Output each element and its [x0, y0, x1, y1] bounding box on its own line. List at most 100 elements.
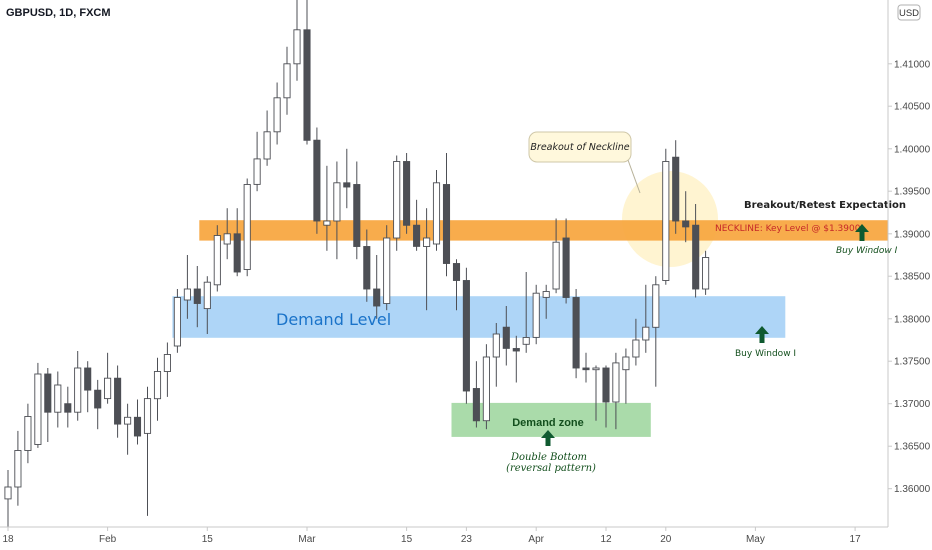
candle-body-bullish: [213, 235, 221, 286]
candle-body-bullish: [642, 326, 650, 341]
candle-body-bearish: [343, 182, 351, 188]
x-tick-label: 23: [461, 534, 473, 545]
demand-level-label: Demand Level: [276, 310, 391, 329]
candle-body-bearish: [373, 288, 381, 307]
candle: [303, 0, 311, 145]
candle: [44, 368, 52, 442]
candle-body-bullish: [153, 371, 162, 400]
candle: [343, 148, 351, 209]
candle-body-bullish: [432, 182, 441, 245]
candle-body-bearish: [672, 156, 680, 222]
y-tick-label: 1.36500: [894, 442, 931, 453]
candle: [203, 276, 211, 334]
x-tick-labels: 18 Feb 15 Mar 15 23 Apr 12 20 May 17: [2, 527, 861, 545]
candle: [74, 351, 82, 421]
neckline-label: NECKLINE: Key Level @ $1.3900: [715, 224, 861, 234]
candle: [542, 284, 550, 319]
candle: [54, 371, 62, 428]
y-tick-label: 1.37500: [894, 357, 931, 368]
candle-body-bullish: [552, 241, 560, 290]
candle-body-bearish: [363, 246, 371, 290]
y-tick-label: 1.38000: [894, 314, 931, 325]
candle: [283, 46, 291, 115]
candle-body-bearish: [133, 416, 142, 437]
annotation-layer: Demand Level Demand zone Double Bottom (…: [276, 131, 906, 474]
candle-body-bearish: [313, 139, 321, 222]
candle-body-bullish: [662, 161, 670, 281]
x-tick-label: 12: [600, 534, 612, 545]
candle-body-bullish: [243, 184, 251, 270]
candle-body-bullish: [14, 450, 22, 488]
candle-body-bullish: [622, 356, 630, 371]
candle: [253, 131, 261, 192]
candle-body-bearish: [452, 263, 461, 281]
x-axis[interactable]: 18 Feb 15 Mar 15 23 Apr 12 20 May 17: [0, 526, 888, 545]
candle: [462, 267, 470, 404]
x-tick-label: 17: [850, 534, 862, 545]
candle: [143, 386, 152, 516]
candle: [562, 218, 570, 304]
candle-body-bullish: [492, 333, 500, 358]
candle: [14, 430, 22, 506]
candle-body-bearish: [442, 184, 451, 264]
reversal-pattern-label: (reversal pattern): [506, 463, 596, 474]
candle-body-bearish: [44, 373, 52, 413]
candle-body-bullish: [124, 416, 132, 425]
y-axis[interactable]: 1.41000 1.40500 1.40000 1.39500 1.39000 1.385…: [887, 0, 931, 527]
candle: [393, 155, 401, 251]
candle: [442, 153, 451, 277]
currency-badge[interactable]: USD: [897, 4, 921, 21]
candle: [373, 255, 381, 319]
candle: [213, 225, 221, 292]
candle: [193, 266, 201, 328]
candle-body-bearish: [114, 377, 122, 425]
buy-window-label: Buy Window I: [735, 349, 796, 359]
candle: [413, 199, 421, 251]
candle-body-bearish: [572, 297, 580, 369]
y-tick-labels: 1.41000 1.40500 1.40000 1.39500 1.39000 1.385…: [888, 59, 931, 495]
candle-body-bearish: [682, 220, 690, 228]
candle-body-bearish: [472, 388, 480, 422]
symbol-label[interactable]: GBPUSD, 1D, FXCM: [6, 7, 111, 19]
candle: [502, 306, 510, 366]
candle: [632, 318, 640, 366]
candle: [702, 250, 710, 295]
candle-body-bullish: [4, 486, 12, 500]
candle-body-bearish: [403, 161, 411, 226]
arrow-up-icon: [755, 326, 769, 343]
candle-body-bullish: [522, 337, 530, 345]
breakout-callout: Breakout of Neckline: [528, 131, 641, 194]
candle-body-bearish: [562, 237, 570, 298]
y-tick-label: 1.39500: [894, 187, 931, 198]
candle-body-bullish: [34, 373, 42, 445]
candle: [124, 403, 132, 455]
candle-body-bullish: [542, 291, 550, 298]
candle-body-bearish: [303, 29, 311, 141]
candle: [582, 352, 590, 383]
candle: [163, 342, 171, 397]
candle-body-bearish: [582, 367, 590, 371]
candle: [223, 208, 231, 260]
candle: [133, 399, 142, 445]
y-tick-label: 1.40000: [894, 144, 931, 155]
currency-label: USD: [899, 8, 919, 19]
candle-body-bearish: [64, 403, 72, 413]
candle-body-bullish: [54, 384, 62, 413]
candle: [104, 352, 112, 404]
candle-body-bullish: [423, 237, 431, 247]
breakout-highlight-circle: [622, 171, 718, 267]
candle-body-bullish: [532, 292, 540, 338]
candle: [512, 335, 520, 383]
candle-body-bullish: [173, 297, 181, 347]
candle-layer: [4, 0, 710, 527]
candle: [263, 110, 271, 166]
candle: [153, 357, 162, 421]
candle-body-bearish: [462, 280, 470, 392]
callout-box: [528, 131, 632, 163]
candle: [672, 140, 680, 234]
candle: [383, 225, 391, 311]
candle: [293, 0, 301, 81]
x-tick-label: 18: [2, 534, 14, 545]
candle: [403, 153, 411, 234]
